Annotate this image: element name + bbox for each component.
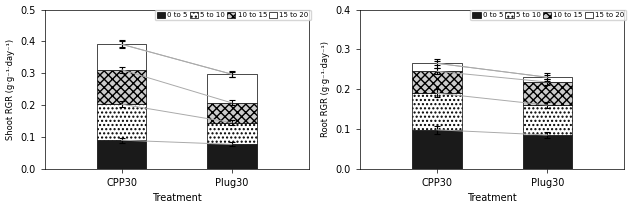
Bar — [97, 104, 146, 140]
Bar — [207, 123, 257, 144]
Bar — [97, 70, 146, 104]
Legend: 0 to 5, 5 to 10, 10 to 15, 15 to 20: 0 to 5, 5 to 10, 10 to 15, 15 to 20 — [155, 10, 311, 20]
Bar — [207, 144, 257, 169]
Bar — [522, 105, 572, 135]
Bar — [97, 44, 146, 70]
Bar — [522, 77, 572, 82]
Bar — [412, 130, 462, 169]
Y-axis label: Root RGR (g·g⁻¹·day⁻¹): Root RGR (g·g⁻¹·day⁻¹) — [321, 41, 330, 137]
Bar — [207, 74, 257, 103]
Legend: 0 to 5, 5 to 10, 10 to 15, 15 to 20: 0 to 5, 5 to 10, 10 to 15, 15 to 20 — [470, 10, 627, 20]
X-axis label: Treatment: Treatment — [468, 194, 517, 203]
Bar — [522, 135, 572, 169]
Y-axis label: Shoot RGR (g·g⁻¹·day⁻¹): Shoot RGR (g·g⁻¹·day⁻¹) — [6, 39, 15, 140]
Bar — [97, 140, 146, 169]
Bar — [522, 82, 572, 105]
Bar — [412, 63, 462, 71]
Bar — [412, 93, 462, 130]
Bar — [207, 103, 257, 123]
X-axis label: Treatment: Treatment — [152, 194, 202, 203]
Bar — [412, 71, 462, 93]
